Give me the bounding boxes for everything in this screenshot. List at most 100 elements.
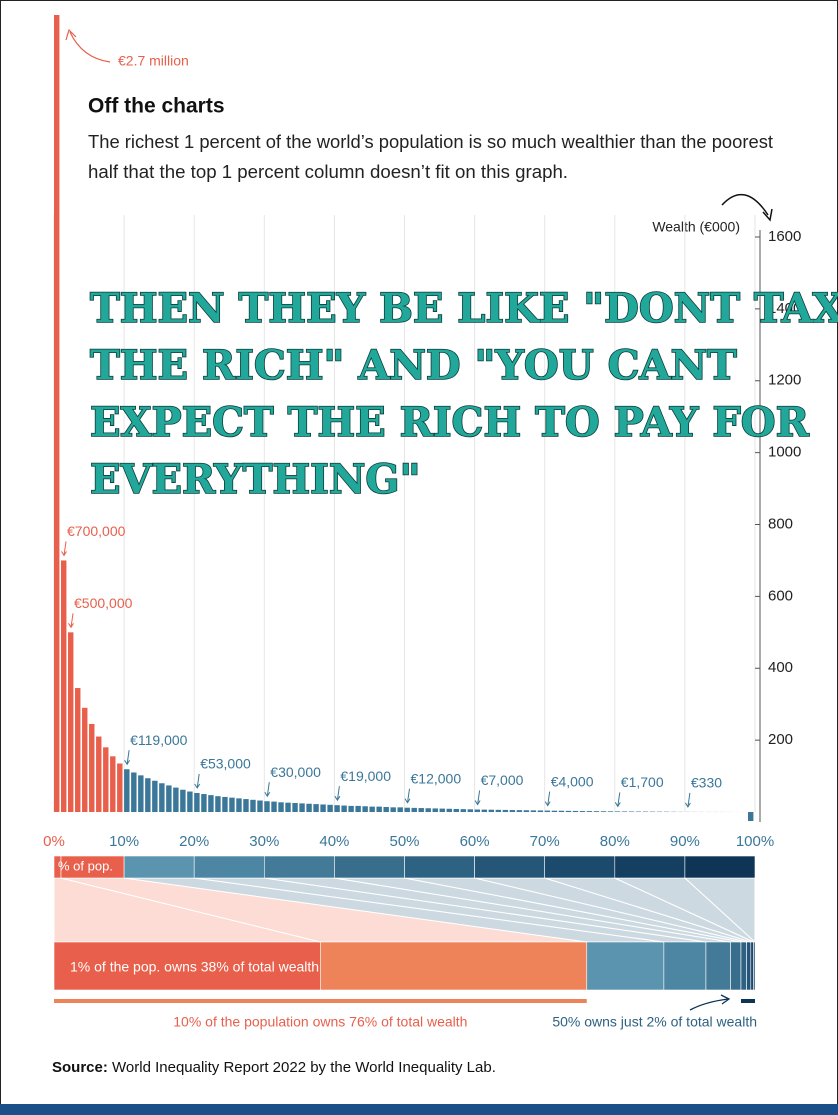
value-label: €1,700 (621, 774, 664, 790)
overlay: THEN THEY BE LIKE "DONT TAX THE RICH" AND… (89, 284, 838, 504)
pop-segment (263, 855, 335, 879)
pop-segment (123, 855, 195, 879)
bar (411, 807, 417, 813)
bar (187, 791, 193, 813)
source-text: World Inequality Report 2022 by the Worl… (112, 1059, 496, 1076)
bar (369, 806, 375, 813)
bar (404, 807, 410, 813)
bar (572, 810, 579, 813)
subtitle: half that the top 1 percent column doesn… (88, 162, 568, 182)
bar (194, 792, 200, 813)
bar (530, 810, 537, 813)
bar (320, 804, 326, 813)
bar (131, 772, 137, 813)
y-tick-label: 1200 (768, 372, 801, 389)
bar (152, 780, 158, 813)
bar (271, 801, 277, 813)
pop-segment (404, 855, 475, 879)
bar (243, 799, 249, 813)
bar (558, 810, 565, 813)
label-arrow (61, 541, 67, 557)
bar (621, 811, 628, 813)
bar (75, 688, 81, 813)
subtitle: The richest 1 percent of the world’s pop… (88, 132, 773, 152)
value-label: €12,000 (411, 770, 462, 786)
bar (481, 809, 488, 813)
pop-segment (474, 855, 546, 879)
x-tick-label: 0% (43, 833, 65, 850)
bar (257, 800, 263, 813)
plot: 0% 10% 20% 30% 40% 50% 60% 70% 80% 90% 100% 200 400 6… (43, 15, 801, 850)
x-tick-label: 80% (600, 833, 630, 850)
bar (138, 775, 144, 813)
label-arrow (684, 792, 691, 808)
bar (229, 797, 235, 813)
wealth-segment (705, 941, 731, 991)
x-tick-label: 60% (460, 833, 490, 850)
value-label: €700,000 (67, 523, 126, 539)
wealth-segment (663, 941, 707, 991)
value-label: €30,000 (270, 764, 321, 780)
arrow (721, 193, 769, 216)
bar (383, 806, 389, 813)
bar (362, 806, 368, 813)
y-tick-label: 400 (768, 659, 793, 676)
bar (453, 808, 459, 813)
bar (110, 756, 116, 813)
bar (523, 810, 530, 813)
source: Source: World Inequality Report 2022 by … (52, 1059, 496, 1076)
bar (446, 808, 452, 813)
value-label: €2.7 million (118, 53, 189, 69)
bar (313, 804, 319, 813)
title: Off the charts (88, 95, 225, 118)
pop-segment (684, 855, 756, 879)
x-tick-label: 10% (109, 833, 139, 850)
label-arrow (264, 782, 271, 798)
bar (425, 808, 431, 813)
label-arrow (194, 773, 201, 789)
label-arrow (68, 613, 74, 629)
x-tick-label: 30% (249, 833, 279, 850)
bar (299, 803, 305, 813)
bar (348, 805, 354, 813)
label-arrow (65, 28, 77, 41)
label-arrow (544, 791, 551, 807)
bar (117, 763, 123, 813)
overlay-text: THEN THEY BE LIKE "DONT TAX (90, 285, 838, 332)
annotation: 50% owns just 2% of total wealth (552, 1014, 757, 1030)
pop-segment (614, 855, 686, 879)
y-tick-label: 600 (768, 587, 793, 604)
bar (586, 811, 593, 813)
x-tick-label: 90% (670, 833, 700, 850)
arrow (689, 994, 731, 1011)
bar (460, 809, 466, 813)
bar (82, 707, 88, 813)
x-tick-label: 20% (179, 833, 209, 850)
bar (418, 808, 424, 813)
bar (222, 796, 228, 813)
bar (628, 811, 635, 813)
bar (292, 803, 298, 813)
bar (439, 808, 445, 813)
pop-label: % of pop. (58, 858, 113, 873)
source-label: Source: (52, 1059, 108, 1076)
bar (215, 796, 221, 813)
pop-segment (193, 855, 265, 879)
x-tick-label: 40% (319, 833, 349, 850)
wealth-segment (320, 941, 588, 991)
bar (208, 795, 214, 813)
label-arrow (334, 786, 341, 802)
bar (103, 747, 109, 813)
value-label: €330 (691, 775, 722, 791)
overlay-text: EVERYTHING" (90, 456, 420, 503)
wealth-segment (730, 941, 742, 991)
bar (334, 805, 340, 813)
bar (565, 810, 572, 813)
value-label: €7,000 (481, 772, 524, 788)
bar (467, 809, 473, 813)
wealth-segment (586, 941, 665, 991)
bottom-strip (0, 1104, 838, 1115)
bar (68, 632, 74, 813)
bar (285, 802, 291, 813)
y-axis-label: Wealth (€000) (652, 219, 740, 235)
